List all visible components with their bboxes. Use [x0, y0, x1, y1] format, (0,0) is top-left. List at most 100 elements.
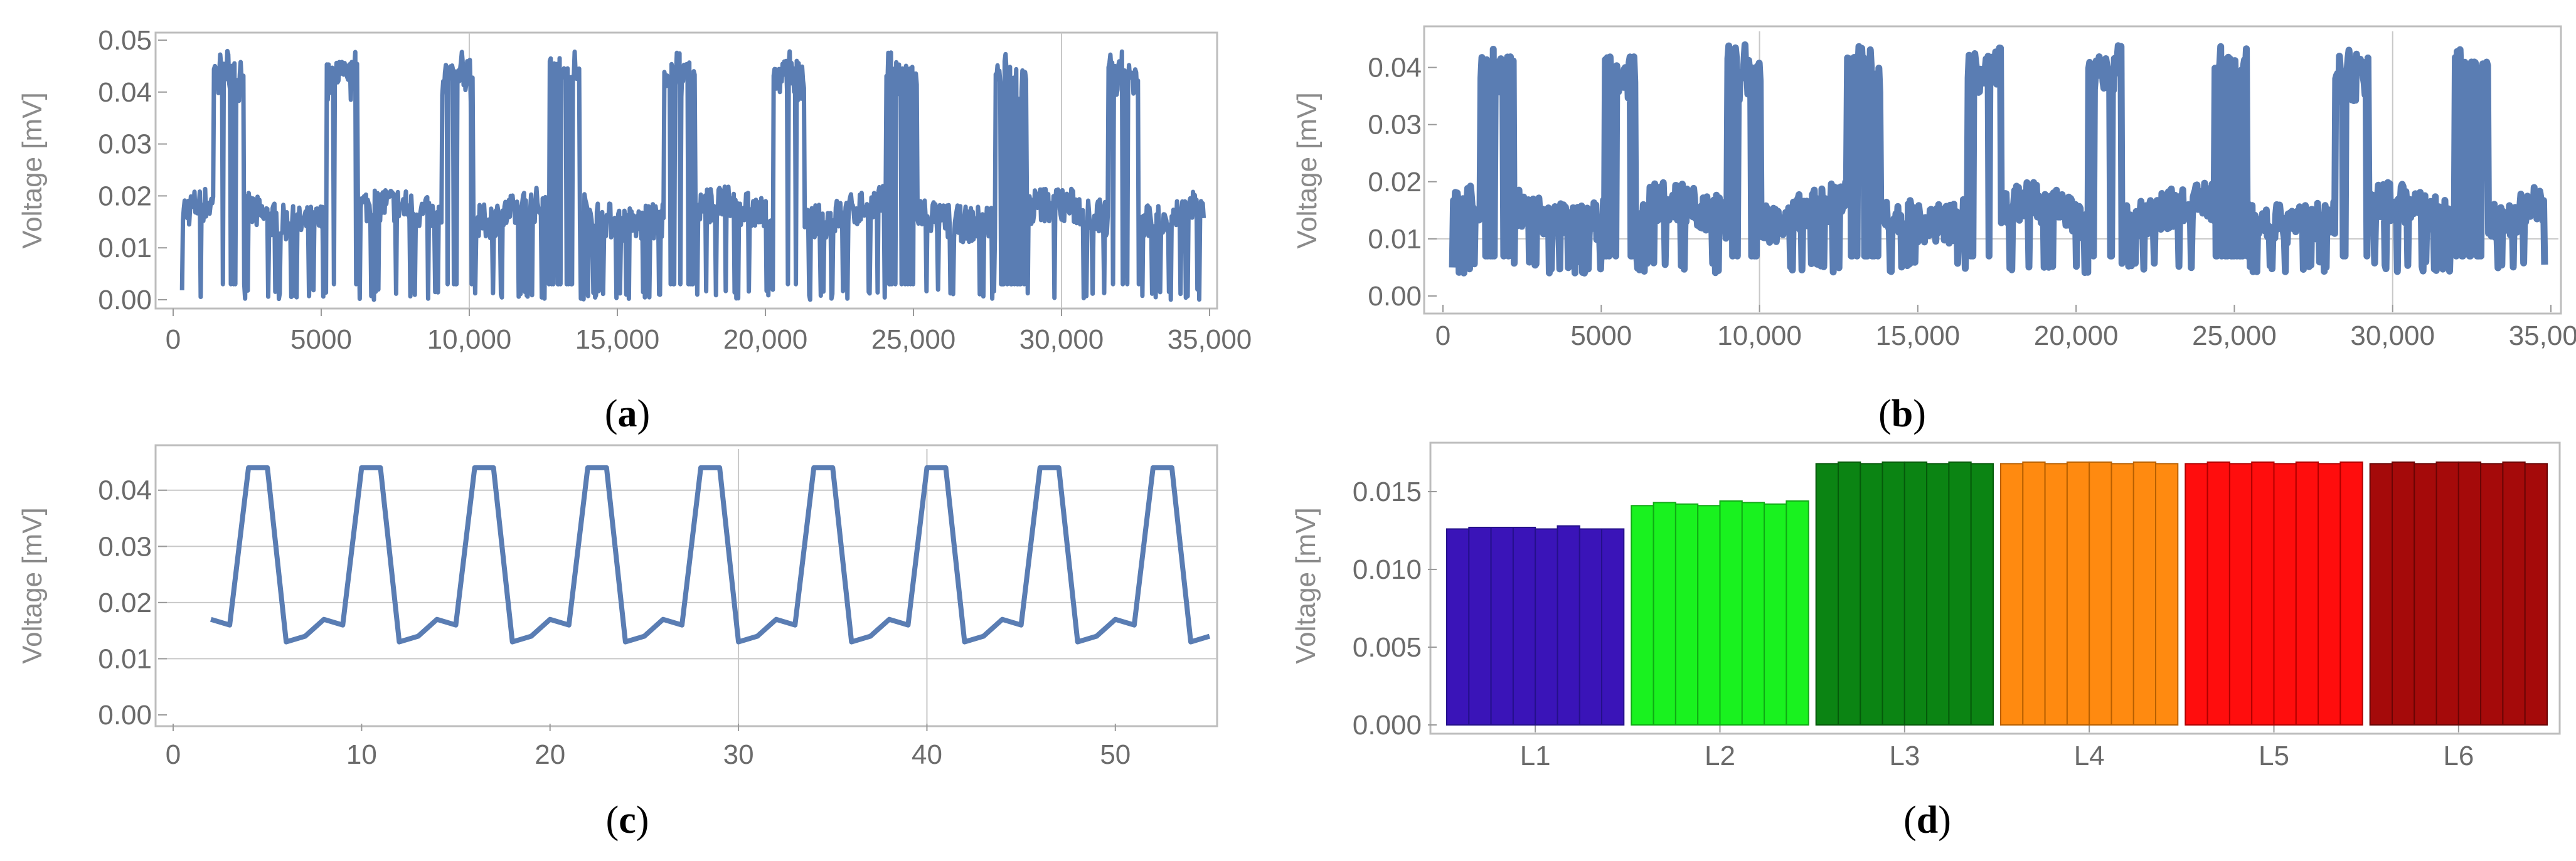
- category-label: L6: [2443, 741, 2474, 771]
- bar-l1: [1601, 528, 1625, 726]
- bar-l4: [2132, 461, 2157, 726]
- bar-l2: [1631, 505, 1654, 726]
- plot-frame-a: [154, 31, 1218, 310]
- y-tick-label: 0.00: [98, 700, 152, 731]
- x-tick-label: 20,000: [2034, 320, 2119, 351]
- gridlines-c: [158, 449, 1217, 724]
- category-label: L4: [2074, 741, 2105, 771]
- x-tick-label: 40: [912, 739, 942, 770]
- x-tick-label: 20,000: [723, 324, 808, 355]
- bar-l6: [2435, 461, 2459, 726]
- bar-l4: [2000, 463, 2024, 726]
- bar-l6: [2457, 461, 2482, 726]
- bar-l3: [1881, 461, 1905, 726]
- x-tick-label: 10,000: [1717, 320, 1802, 351]
- panel-a-line-chart: 0.00 0.01 0.02 0.03 0.04 0.05 0 5000 10,000 15,00…: [17, 25, 1252, 435]
- x-tick-label: 25,000: [2192, 320, 2277, 351]
- signal-trace-c: [210, 465, 1211, 645]
- y-axis-label-c: Voltage [mV]: [17, 507, 48, 663]
- y-axis-label-b: Voltage [mV]: [1292, 92, 1323, 248]
- bar-l3: [1948, 461, 1972, 726]
- bar-l5: [2206, 461, 2230, 726]
- plot-frame-b: [1423, 25, 2562, 315]
- x-tick-label: 30: [723, 739, 754, 770]
- panel-caption-b: (b): [1878, 393, 1926, 435]
- bar-l5: [2228, 463, 2253, 726]
- y-tick-label: 0.00: [1368, 281, 1422, 312]
- bar-l5: [2273, 463, 2297, 726]
- category-label: L3: [1889, 741, 1920, 771]
- ticks-a: 0.00 0.01 0.02 0.03 0.04 0.05 0 5000 10,000 15,00…: [98, 25, 1252, 355]
- ticks-c: 0.00 0.01 0.02 0.03 0.04 0 10 20 30 40 50: [98, 475, 1131, 770]
- bar-l6: [2392, 461, 2415, 726]
- bars-d: [1446, 461, 2548, 726]
- plot-frame-d: [1429, 441, 2561, 735]
- panel-letter-c: c: [619, 799, 636, 842]
- bar-l4: [2155, 463, 2179, 726]
- x-tick-label: 10: [346, 739, 377, 770]
- y-tick-label: 0.01: [98, 233, 152, 263]
- x-tick-label: 30,000: [1019, 324, 1104, 355]
- x-tick-label: 15,000: [1876, 320, 1961, 351]
- bar-l1: [1512, 527, 1536, 726]
- bar-l6: [2480, 463, 2504, 726]
- signal-trace-b: [1449, 41, 2548, 277]
- bar-l3: [1970, 463, 1994, 726]
- x-tick-label: 20: [535, 739, 565, 770]
- panel-letter-b: b: [1892, 393, 1913, 435]
- bar-l1: [1578, 528, 1603, 726]
- panel-letter-d: d: [1917, 799, 1938, 842]
- bar-l2: [1741, 502, 1765, 726]
- bar-l1: [1535, 528, 1558, 726]
- bar-l2: [1653, 502, 1676, 726]
- bar-l4: [2089, 461, 2112, 726]
- bar-l1: [1490, 527, 1514, 726]
- y-tick-label: 0.01: [98, 643, 152, 674]
- x-tick-label: 15,000: [575, 324, 660, 355]
- x-tick-label: 35,000: [1168, 324, 1252, 355]
- bar-l2: [1764, 503, 1787, 726]
- y-tick-label: 0.02: [98, 181, 152, 211]
- y-tick-label: 0.02: [1368, 167, 1422, 198]
- y-tick-label: 0.03: [98, 531, 152, 562]
- bar-l3: [1815, 463, 1839, 726]
- bar-l2: [1786, 500, 1809, 726]
- panel-caption-c: (c): [606, 799, 649, 842]
- bar-l6: [2414, 463, 2437, 726]
- y-tick-label: 0.03: [98, 129, 152, 160]
- bar-l5: [2318, 463, 2341, 726]
- bar-l3: [1903, 461, 1928, 726]
- y-tick-label: 0.015: [1353, 477, 1422, 507]
- y-axis-label-d: Voltage [mV]: [1291, 507, 1321, 663]
- y-tick-label: 0.04: [98, 475, 152, 506]
- bar-l5: [2339, 461, 2363, 726]
- y-tick-label: 0.04: [1368, 53, 1422, 83]
- panel-c-line-chart: 0.00 0.01 0.02 0.03 0.04 0 10 20 30 40 50 Voltage …: [17, 444, 1218, 842]
- ticks-d: 0.000 0.005 0.010 0.015 L1 L2 L3 L4 L5 L6: [1353, 477, 2474, 771]
- bar-l6: [2369, 463, 2393, 726]
- y-tick-label: 0.00: [98, 285, 152, 315]
- bar-l1: [1468, 527, 1492, 726]
- ticks-b: 0.00 0.01 0.02 0.03 0.04 0 5000 10,000 15,000 20,…: [1368, 53, 2576, 351]
- bar-l1: [1557, 525, 1580, 726]
- x-tick-label: 0: [1435, 320, 1450, 351]
- x-tick-label: 0: [166, 324, 181, 355]
- x-tick-label: 50: [1100, 739, 1131, 770]
- x-tick-label: 35,000: [2509, 320, 2576, 351]
- x-tick-label: 0: [166, 739, 181, 770]
- bar-l3: [1838, 461, 1861, 726]
- bar-l6: [2502, 461, 2526, 726]
- y-tick-label: 0.000: [1353, 710, 1422, 741]
- x-tick-label: 30,000: [2350, 320, 2435, 351]
- y-tick-label: 0.01: [1368, 224, 1422, 255]
- bar-l4: [2110, 463, 2134, 726]
- plot-frame-c: [154, 444, 1218, 727]
- y-tick-label: 0.005: [1353, 632, 1422, 663]
- bar-l2: [1697, 505, 1721, 726]
- bar-l4: [2066, 461, 2090, 726]
- category-label: L2: [1705, 741, 1735, 771]
- y-tick-label: 0.03: [1368, 110, 1422, 140]
- bar-l2: [1719, 500, 1743, 726]
- x-tick-label: 5000: [1570, 320, 1632, 351]
